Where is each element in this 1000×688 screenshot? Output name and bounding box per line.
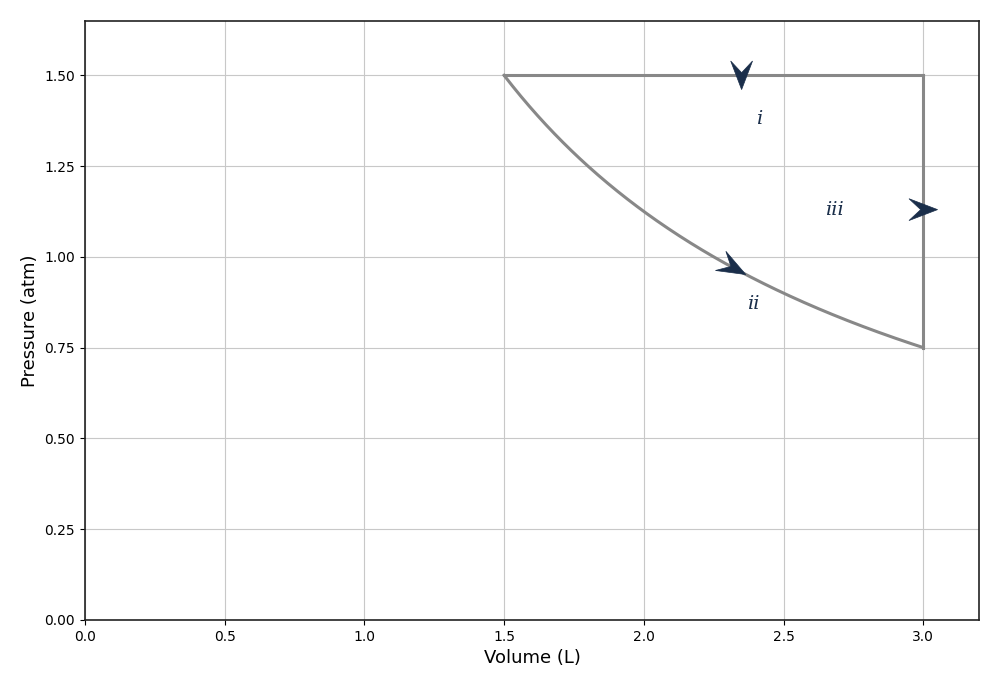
X-axis label: Volume (L): Volume (L) [484, 649, 580, 667]
Polygon shape [731, 61, 753, 89]
Text: i: i [756, 110, 762, 128]
Polygon shape [909, 199, 938, 221]
Polygon shape [715, 251, 746, 275]
Text: iii: iii [825, 201, 844, 219]
Text: ii: ii [747, 295, 760, 313]
Y-axis label: Pressure (atm): Pressure (atm) [21, 254, 39, 387]
